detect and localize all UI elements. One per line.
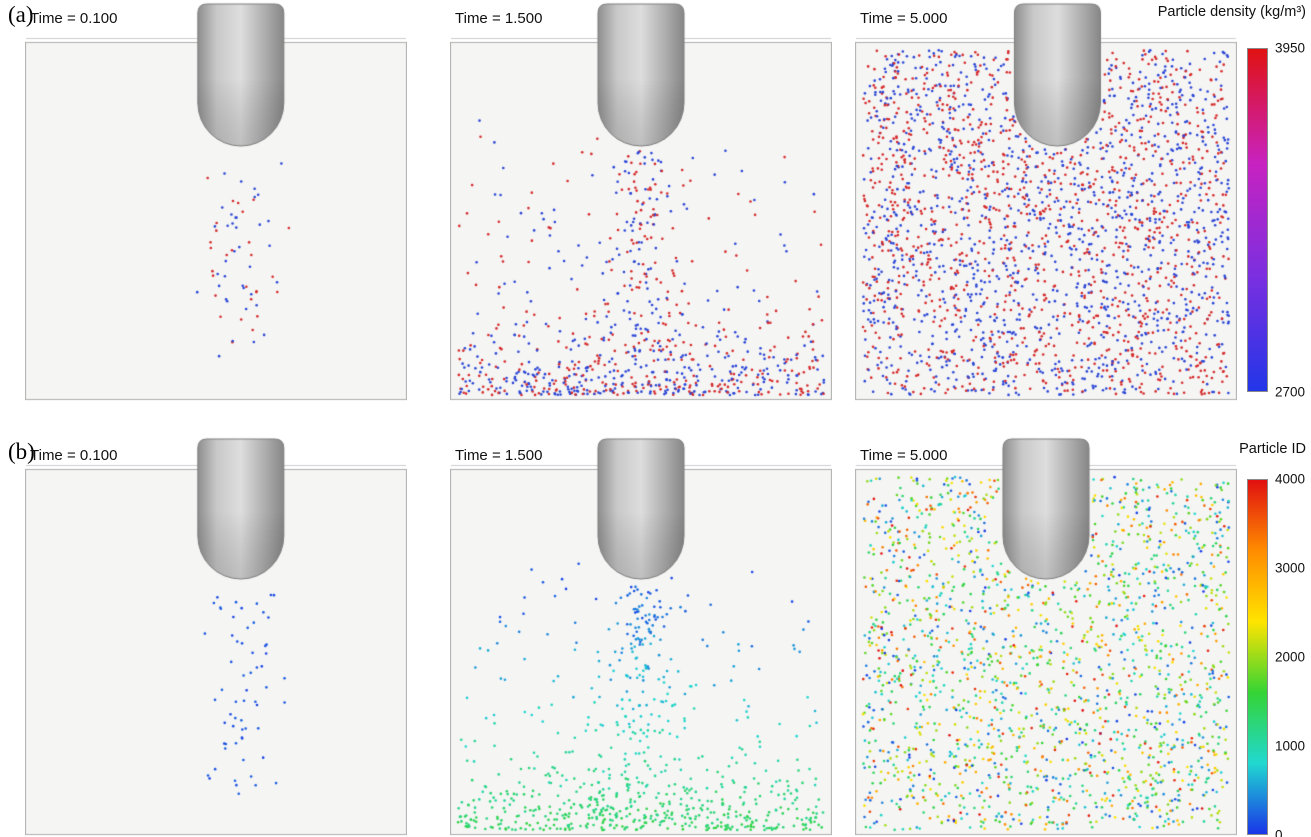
simulation-canvas — [855, 437, 1237, 837]
time-label: Time = 1.500 — [455, 10, 543, 27]
panel-id-t50: Time = 5.000 — [855, 437, 1237, 837]
simulation-canvas — [25, 0, 407, 420]
simulation-canvas — [450, 437, 832, 837]
row-particle-id: (b) Time = 0.100 Time = 1.500 Time = 5.0… — [0, 437, 1311, 837]
panel-density-t01: Time = 0.100 — [25, 0, 407, 420]
simulation-canvas — [25, 437, 407, 837]
colorbar-title: Particle ID — [1239, 441, 1306, 457]
time-label: Time = 5.000 — [860, 447, 948, 464]
row-density: (a) Time = 0.100 Time = 1.500 Time = 5.0… — [8, 0, 1311, 425]
colorbar-gradient — [1247, 48, 1268, 392]
panel-id-t01: Time = 0.100 — [25, 437, 407, 837]
colorbar-tick-label: 2000 — [1275, 649, 1306, 665]
panel-density-t50: Time = 5.000 — [855, 0, 1237, 420]
time-label: Time = 5.000 — [860, 10, 948, 27]
colorbar-tick-label: 0 — [1275, 827, 1283, 837]
simulation-canvas — [450, 0, 832, 420]
time-label: Time = 1.500 — [455, 447, 543, 464]
colorbar-gradient — [1247, 479, 1268, 835]
colorbar-title: Particle density (kg/m³) — [1157, 4, 1306, 20]
simulation-canvas — [855, 0, 1237, 420]
colorbar-tick-label: 3000 — [1275, 560, 1306, 576]
time-label: Time = 0.100 — [30, 447, 118, 464]
time-label: Time = 0.100 — [30, 10, 118, 27]
panel-id-t15: Time = 1.500 — [450, 437, 832, 837]
panel-density-t15: Time = 1.500 — [450, 0, 832, 420]
colorbar-tick-label: 3950 — [1275, 40, 1306, 56]
colorbar-tick-label: 1000 — [1275, 738, 1306, 754]
colorbar-particle-id: Particle ID 4000 3000 2000 1000 0 — [1081, 437, 1311, 837]
colorbar-tick-label: 4000 — [1275, 471, 1306, 487]
colorbar-tick-label: 2700 — [1275, 384, 1306, 400]
colorbar-density: Particle density (kg/m³) 3950 2700 — [1081, 0, 1311, 425]
